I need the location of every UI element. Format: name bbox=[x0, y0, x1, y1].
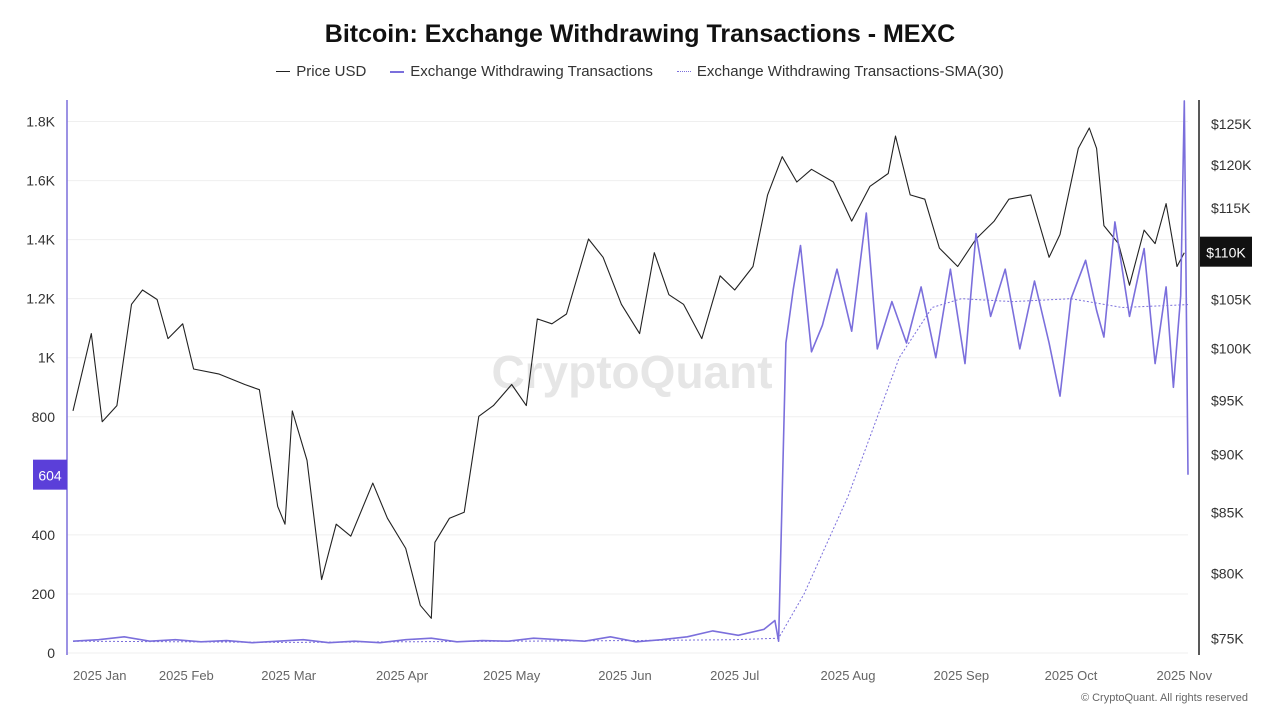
y-right-tick-label: $120K bbox=[1211, 157, 1252, 173]
y-left-tick-label: 400 bbox=[32, 527, 56, 543]
x-tick-label: 2025 Feb bbox=[159, 668, 214, 683]
legend-swatch-transactions bbox=[390, 70, 405, 73]
withdrawing-transactions-sma-line bbox=[72, 298, 1189, 643]
legend-label-transactions: Exchange Withdrawing Transactions bbox=[410, 63, 653, 80]
y-left-tick-label: 0 bbox=[47, 645, 55, 661]
x-tick-label: 2025 Jan bbox=[73, 668, 127, 683]
price-usd-line bbox=[72, 127, 1185, 619]
legend-label-price: Price USD bbox=[296, 63, 367, 80]
chart-title: Bitcoin: Exchange Withdrawing Transactio… bbox=[324, 20, 956, 48]
legend-item-transactions[interactable]: Exchange Withdrawing Transactions bbox=[390, 63, 653, 80]
y-left-tick-label: 1K bbox=[38, 350, 56, 366]
y-right-tick-label: $115K bbox=[1211, 200, 1251, 216]
y-left-tick-label: 1.8K bbox=[26, 114, 55, 130]
left-value-badge bbox=[33, 459, 67, 490]
legend-item-price[interactable]: Price USD bbox=[276, 63, 366, 80]
right-value-badge bbox=[1200, 236, 1252, 267]
y-right-tick-label: $80K bbox=[1211, 565, 1244, 581]
y-left-tick-label: 1.4K bbox=[26, 232, 55, 248]
y-right-tick-label: $95K bbox=[1211, 392, 1244, 408]
x-tick-label: 2025 Nov bbox=[1157, 668, 1213, 683]
y-right-tick-label: $105K bbox=[1211, 292, 1252, 308]
x-tick-label: 2025 Mar bbox=[261, 668, 317, 683]
legend-swatch-price bbox=[276, 71, 291, 72]
x-tick-label: 2025 Apr bbox=[376, 668, 429, 683]
x-tick-label: 2025 Aug bbox=[821, 668, 876, 683]
y-left-tick-label: 800 bbox=[32, 409, 56, 425]
y-left-tick-label: 200 bbox=[32, 586, 56, 602]
x-tick-label: 2025 Jul bbox=[710, 668, 759, 683]
legend-swatch-sma bbox=[676, 71, 691, 72]
x-tick-label: 2025 Oct bbox=[1045, 668, 1098, 683]
legend-item-sma[interactable]: Exchange Withdrawing Transactions-SMA(30… bbox=[676, 63, 1004, 80]
y-right-tick-label: $125K bbox=[1211, 116, 1252, 132]
last-value-badges: 604 $110K bbox=[33, 236, 1252, 490]
left-value-badge-label: 604 bbox=[38, 468, 62, 484]
chart-legend: Price USD Exchange Withdrawing Transacti… bbox=[0, 63, 1280, 80]
x-tick-label: 2025 May bbox=[483, 668, 541, 683]
copyright-text: © CryptoQuant. All rights reserved bbox=[1080, 692, 1248, 704]
y-right-tick-label: $100K bbox=[1211, 341, 1252, 357]
series-layer bbox=[72, 100, 1189, 644]
y-right-tick-label: $85K bbox=[1211, 504, 1244, 520]
watermark: CryptoQuant bbox=[491, 346, 772, 398]
gridlines bbox=[67, 121, 1188, 654]
y-right-tick-label: $90K bbox=[1211, 447, 1244, 463]
y-left-tick-label: 1.2K bbox=[26, 291, 55, 307]
axes: 0 200 400 800 1K 1.2K 1.4K 1.6K 1.8K $75K $80K $85K… bbox=[26, 100, 1252, 683]
x-tick-label: 2025 Sep bbox=[934, 668, 990, 683]
x-tick-label: 2025 Jun bbox=[598, 668, 652, 683]
y-left-tick-label: 1.6K bbox=[26, 173, 55, 189]
y-right-tick-label: $75K bbox=[1211, 630, 1244, 646]
legend-label-sma: Exchange Withdrawing Transactions-SMA(30… bbox=[696, 63, 1004, 80]
right-value-badge-label: $110K bbox=[1206, 245, 1246, 261]
